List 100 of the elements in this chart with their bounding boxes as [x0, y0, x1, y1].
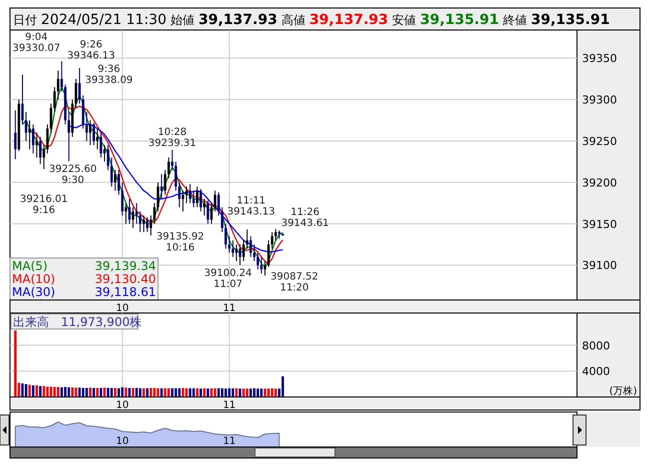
y-tick-label: 8000	[582, 339, 610, 352]
bar	[135, 388, 138, 397]
bar	[206, 388, 210, 397]
candlestick	[114, 169, 116, 192]
bar	[92, 388, 95, 397]
candlestick	[228, 236, 231, 254]
candlestick	[138, 210, 142, 233]
bar	[46, 386, 49, 397]
bar	[42, 386, 46, 397]
x-tick-label: 10	[116, 436, 129, 447]
candlestick	[196, 186, 198, 208]
x-tick-label: 10	[116, 303, 129, 314]
bar	[164, 388, 166, 397]
candlestick	[28, 120, 31, 150]
bar	[174, 388, 178, 397]
bar	[14, 330, 17, 397]
candlestick	[39, 136, 42, 165]
bar	[196, 388, 198, 397]
y-tick-label: 39350	[582, 52, 617, 66]
text: MA(5)	[12, 259, 48, 273]
bar	[270, 388, 274, 397]
bar	[89, 388, 92, 397]
annotation: 39135.92 10:16	[156, 231, 204, 254]
annotation: 39087.52 11:20	[270, 272, 318, 294]
candlestick	[200, 188, 202, 212]
candlestick	[203, 198, 206, 216]
candlestick	[235, 244, 238, 262]
y-tick-label: 39300	[582, 94, 617, 107]
y-tick-label: 39100	[582, 259, 617, 272]
candlestick	[274, 228, 277, 241]
bar	[232, 388, 234, 397]
candlestick	[232, 240, 234, 258]
bar	[118, 388, 120, 397]
bar	[242, 388, 245, 397]
bar	[256, 388, 260, 397]
text: 39,137.93	[309, 12, 388, 28]
bar	[100, 388, 102, 397]
candlestick	[270, 232, 274, 250]
text: 安値	[392, 13, 416, 27]
bar	[146, 388, 148, 397]
candlestick	[264, 260, 266, 276]
annotation: 11:26 39143.61	[281, 207, 329, 230]
text: 39,135.91	[530, 12, 610, 28]
bar	[85, 388, 88, 397]
candlestick	[192, 190, 195, 208]
bar	[138, 388, 142, 397]
bar	[68, 387, 70, 397]
bar	[228, 388, 231, 397]
bar	[274, 388, 277, 397]
bar	[71, 387, 74, 397]
bar	[171, 388, 174, 397]
text: 2024/05/21 11:30	[41, 12, 166, 28]
candlestick	[96, 128, 99, 150]
bar	[282, 376, 284, 397]
candlestick	[142, 215, 145, 233]
annotation: 39,139.34	[94, 259, 156, 273]
text: 日付	[13, 13, 37, 27]
annotation: 39100.24 11:07	[204, 268, 252, 290]
bar	[246, 388, 248, 397]
annotation: 39,118.61	[94, 285, 156, 299]
bar	[114, 388, 116, 397]
candlestick	[100, 132, 102, 158]
text: MA(10)	[12, 272, 56, 286]
candlestick	[146, 216, 148, 233]
bar	[220, 388, 224, 397]
bar	[96, 388, 99, 397]
bar	[200, 388, 202, 397]
text: MA(30)	[12, 285, 56, 299]
candlestick	[124, 202, 128, 224]
candlestick	[260, 256, 263, 274]
bar	[217, 388, 220, 397]
bar	[150, 388, 152, 397]
y-tick-label: 4000	[582, 365, 610, 378]
annotation: 11:11 39143.13	[227, 195, 275, 218]
y-tick-label: 39250	[582, 134, 617, 148]
bar	[235, 388, 238, 397]
candlestick	[32, 124, 34, 154]
bar	[167, 388, 170, 397]
candlestick	[60, 60, 63, 92]
bar	[121, 387, 124, 397]
bar	[253, 388, 256, 397]
annotation: 39216.01 9:16	[20, 194, 68, 216]
bar	[188, 388, 192, 397]
bar	[142, 388, 145, 397]
bar	[153, 388, 156, 397]
bar	[60, 387, 63, 397]
bar	[56, 386, 60, 397]
text: 始値	[170, 13, 194, 27]
bar	[260, 388, 263, 397]
bar	[203, 388, 206, 397]
y-tick-label: 39150	[582, 218, 617, 231]
candlestick	[14, 110, 17, 160]
bar	[192, 388, 195, 397]
text: 終値	[502, 13, 527, 27]
bar	[178, 388, 181, 397]
text: 39,137.93	[198, 12, 278, 28]
bar	[106, 388, 110, 397]
bar	[250, 388, 252, 397]
candlestick	[253, 244, 256, 262]
bar	[160, 388, 163, 397]
